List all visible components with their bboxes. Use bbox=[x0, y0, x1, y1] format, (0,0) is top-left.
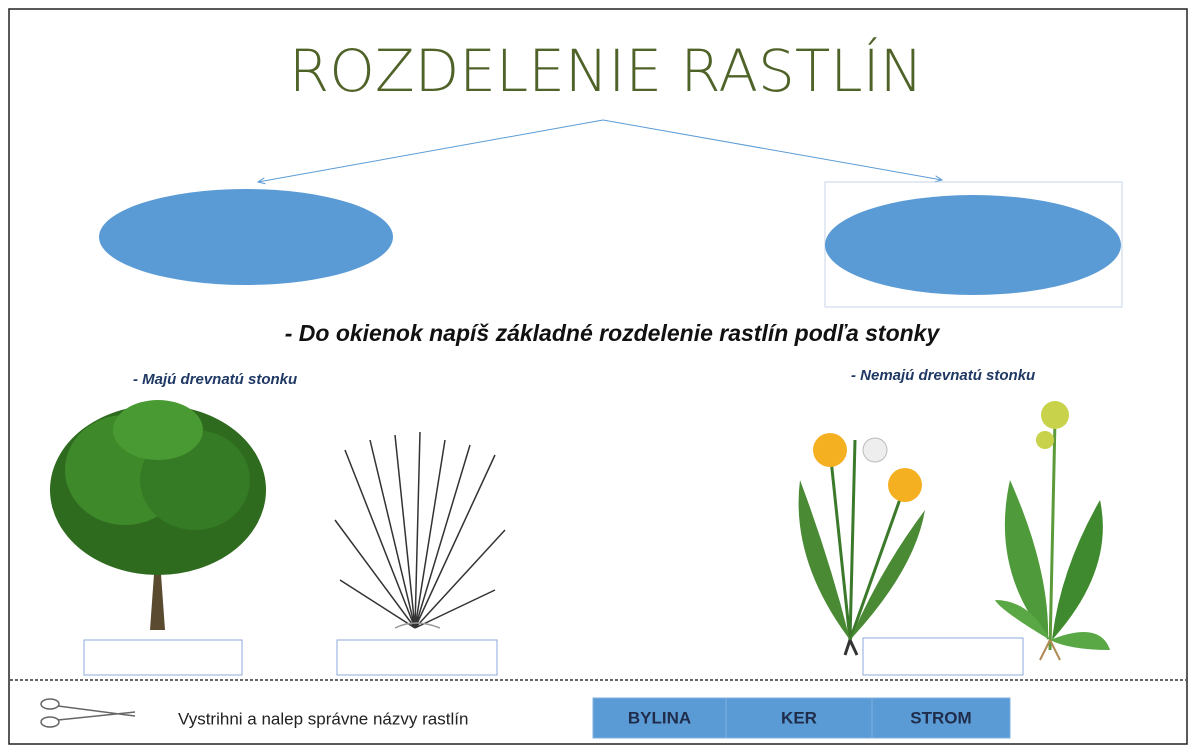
group-label: - Nemajú drevnatú stonku bbox=[851, 367, 1035, 384]
group-label: - Majú drevnatú stonku bbox=[133, 371, 297, 388]
label-box[interactable] bbox=[84, 640, 242, 675]
instruction: - Do okienok napíš základné rozdelenie r… bbox=[285, 320, 941, 346]
word-label: STROM bbox=[910, 708, 971, 727]
label-box[interactable] bbox=[863, 638, 1023, 675]
footer-instruction: Vystrihni a nalep správne názvy rastlín bbox=[178, 709, 468, 728]
word-label: BYLINA bbox=[628, 708, 691, 727]
label-box[interactable] bbox=[337, 640, 497, 675]
answer-ellipse[interactable] bbox=[99, 189, 393, 285]
word-strip: BYLINA KER STROM bbox=[593, 698, 1010, 738]
answer-ellipse[interactable] bbox=[825, 195, 1121, 295]
word-label: KER bbox=[781, 708, 817, 727]
worksheet: ROZDELENIE RASTLÍN - Do okienok napíš zá… bbox=[0, 0, 1192, 747]
title: ROZDELENIE RASTLÍN bbox=[289, 36, 923, 105]
